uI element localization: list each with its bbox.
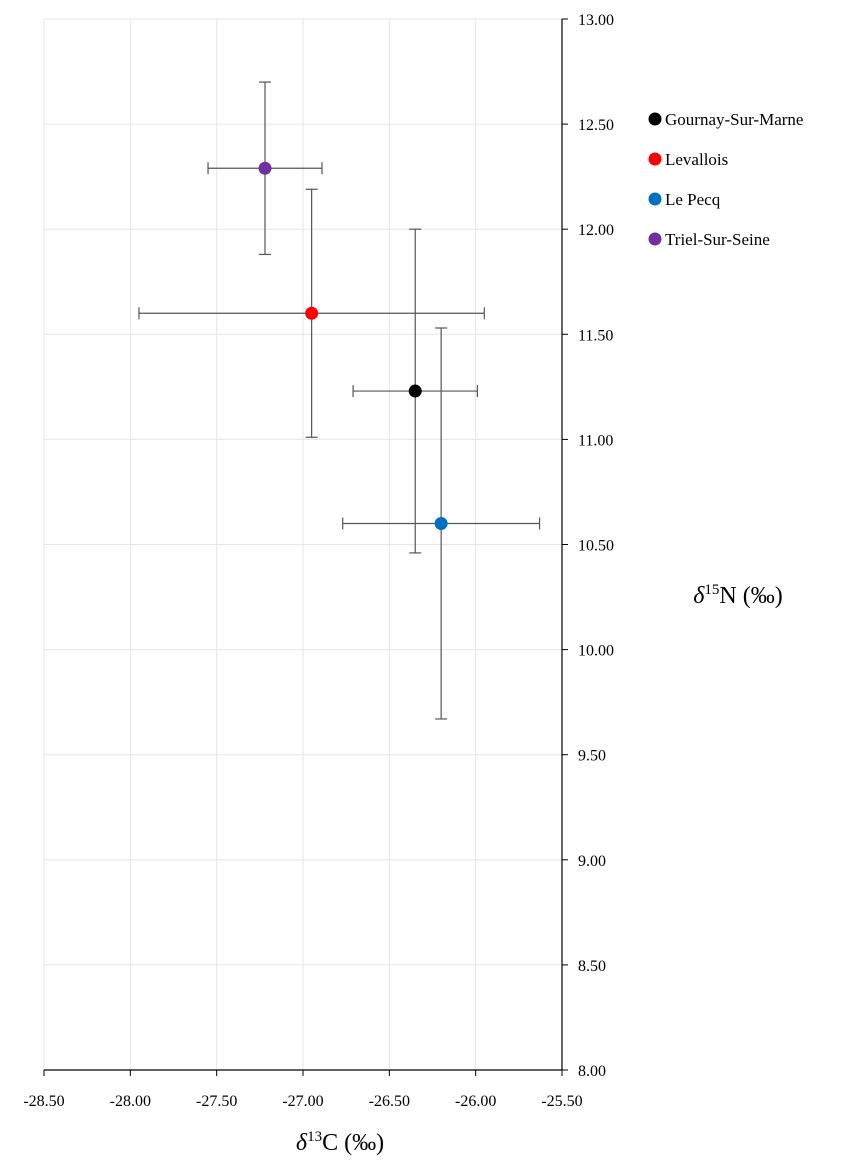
y-tick-label: 12.50 bbox=[578, 117, 614, 134]
y-tick-label: 10.00 bbox=[578, 643, 614, 660]
legend-marker bbox=[648, 232, 662, 246]
y-tick-label: 10.50 bbox=[578, 538, 614, 555]
y-tick-label: 8.50 bbox=[578, 958, 606, 975]
legend-marker bbox=[648, 192, 662, 206]
y-tick-label: 8.00 bbox=[578, 1063, 606, 1080]
data-point bbox=[258, 161, 272, 175]
x-tick-label: -27.00 bbox=[282, 1093, 323, 1110]
legend: Gournay-Sur-Marne Levallois Le Pecq Triel-S… bbox=[648, 110, 803, 249]
x-tick-label: -26.00 bbox=[455, 1093, 496, 1110]
y-tick-label: 12.00 bbox=[578, 222, 614, 239]
y-tick-label: 13.00 bbox=[578, 12, 614, 29]
y-tick-label: 11.00 bbox=[578, 432, 613, 449]
data-point bbox=[305, 306, 319, 320]
y-axis-title: δ15N (‰) bbox=[693, 582, 782, 609]
y-tick-label: 9.50 bbox=[578, 748, 606, 765]
y-tick-labels: 8.00 8.50 9.00 9.50 10.00 10.50 11.00 11.50 12.0… bbox=[578, 12, 614, 1080]
legend-marker bbox=[648, 152, 662, 166]
grid-lines bbox=[43, 18, 562, 1070]
legend-label: Triel-Sur-Seine bbox=[665, 230, 770, 249]
axes bbox=[43, 18, 568, 1076]
y-tick-label: 11.50 bbox=[578, 327, 613, 344]
legend-label: Levallois bbox=[665, 150, 728, 169]
error-bars bbox=[138, 81, 541, 720]
data-point bbox=[434, 516, 448, 530]
y-tick-label: 9.00 bbox=[578, 853, 606, 870]
x-tick-labels: -28.50 -28.00 -27.50 -27.00 -26.50 -26.00 -25.… bbox=[23, 1093, 582, 1110]
x-tick-label: -25.50 bbox=[541, 1093, 582, 1110]
data-point bbox=[408, 384, 422, 398]
x-axis-title: δ13C (‰) bbox=[296, 1129, 384, 1156]
x-tick-label: -28.50 bbox=[23, 1093, 64, 1110]
x-tick-label: -26.50 bbox=[369, 1093, 410, 1110]
legend-label: Gournay-Sur-Marne bbox=[665, 110, 803, 129]
x-tick-label: -27.50 bbox=[196, 1093, 237, 1110]
data-points bbox=[258, 161, 448, 530]
x-tick-label: -28.00 bbox=[110, 1093, 151, 1110]
legend-label: Le Pecq bbox=[665, 190, 721, 209]
legend-marker bbox=[648, 112, 662, 126]
